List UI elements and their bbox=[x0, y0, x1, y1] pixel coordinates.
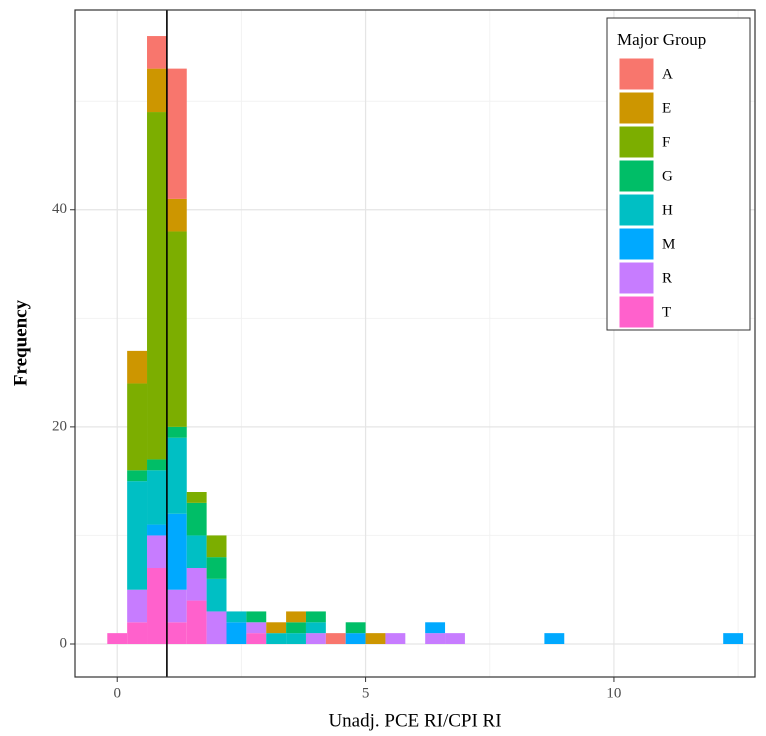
x-tick-label: 5 bbox=[362, 685, 370, 701]
y-tick-label: 20 bbox=[52, 418, 67, 434]
bar-segment bbox=[246, 633, 267, 644]
bar-segment bbox=[166, 513, 187, 590]
legend-key bbox=[618, 125, 655, 159]
bar-segment bbox=[266, 622, 287, 634]
bar-segment bbox=[425, 622, 446, 634]
bar-segment bbox=[305, 633, 326, 644]
legend-label: H bbox=[662, 202, 673, 218]
legend-key bbox=[618, 57, 655, 91]
bar-segment bbox=[107, 633, 128, 644]
bar-segment bbox=[166, 622, 187, 644]
bar-segment bbox=[365, 633, 386, 644]
legend-label: G bbox=[662, 168, 673, 184]
y-axis-label: Frequency bbox=[10, 299, 31, 386]
bar-segment bbox=[166, 68, 187, 199]
bar-segment bbox=[445, 633, 465, 644]
bar-segment bbox=[147, 568, 167, 644]
legend-key bbox=[618, 193, 655, 227]
legend-title: Major Group bbox=[617, 30, 706, 49]
legend-label: E bbox=[662, 100, 671, 116]
bar-segment bbox=[345, 633, 366, 644]
bar-segment bbox=[166, 437, 187, 514]
bar-segment bbox=[127, 622, 148, 644]
legend-label: R bbox=[662, 270, 672, 286]
bar-segment bbox=[127, 481, 148, 590]
bar-segment bbox=[425, 633, 446, 644]
bar-segment bbox=[286, 611, 306, 623]
panel-border bbox=[74, 9, 756, 678]
bar-segment bbox=[544, 633, 565, 644]
bar-segment bbox=[186, 600, 207, 644]
bar-segment bbox=[147, 36, 167, 69]
bar-segment bbox=[246, 622, 267, 634]
bar-segment bbox=[166, 589, 187, 623]
x-tick-label: 10 bbox=[606, 685, 621, 701]
bar-segment bbox=[147, 112, 167, 460]
bar-segment bbox=[127, 470, 148, 482]
bar-segment bbox=[226, 622, 247, 644]
bar-segment bbox=[206, 578, 227, 612]
bar-segment bbox=[305, 611, 326, 623]
bar-segment bbox=[127, 383, 148, 471]
legend-key bbox=[618, 261, 655, 295]
y-tick-label: 40 bbox=[52, 201, 67, 217]
bar-segment bbox=[147, 524, 167, 536]
bar-segment bbox=[723, 633, 744, 644]
bar-segment bbox=[147, 68, 167, 113]
bar-segment bbox=[325, 633, 346, 644]
bar-segment bbox=[166, 198, 187, 232]
bar-segment bbox=[266, 633, 287, 644]
bar-segment bbox=[286, 622, 306, 634]
y-tick-label: 0 bbox=[60, 635, 68, 651]
bar-segment bbox=[206, 535, 227, 558]
legend-label: A bbox=[662, 66, 673, 82]
bar-segment bbox=[186, 492, 207, 503]
bar-segment bbox=[166, 231, 187, 427]
bar-segment bbox=[127, 350, 148, 384]
bar-segment bbox=[385, 633, 406, 644]
bar-segment bbox=[206, 611, 227, 644]
x-tick-label: 0 bbox=[113, 685, 121, 701]
bar-segment bbox=[206, 557, 227, 579]
bar-segment bbox=[186, 535, 207, 569]
bar-segment bbox=[226, 611, 247, 623]
legend-label: T bbox=[662, 304, 671, 320]
bar-segment bbox=[305, 622, 326, 634]
x-axis-label: Unadj. PCE RI/CPI RI bbox=[328, 710, 501, 731]
bar-segment bbox=[186, 568, 207, 601]
legend-label: M bbox=[662, 236, 675, 252]
bar-segment bbox=[186, 502, 207, 536]
bar-segment bbox=[286, 633, 306, 644]
bar-segment bbox=[147, 470, 167, 525]
bar-segment bbox=[166, 426, 187, 438]
bar-segment bbox=[345, 622, 366, 634]
bar-segment bbox=[127, 589, 148, 623]
legend-label: F bbox=[662, 134, 670, 150]
bar-segment bbox=[246, 611, 267, 623]
legend-key bbox=[618, 91, 655, 125]
legend-key bbox=[618, 227, 655, 261]
bar-segment bbox=[147, 535, 167, 569]
legend-key bbox=[618, 295, 655, 329]
legend-key bbox=[618, 159, 655, 193]
bar-segment bbox=[147, 459, 167, 471]
